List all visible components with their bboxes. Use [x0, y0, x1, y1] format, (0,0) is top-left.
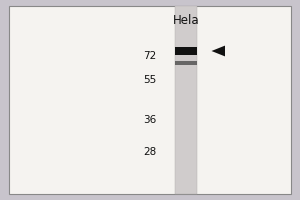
Text: Hela: Hela — [173, 14, 199, 26]
Bar — [175, 47, 197, 55]
Text: 72: 72 — [143, 51, 156, 61]
Text: 36: 36 — [143, 115, 156, 125]
Bar — [175, 61, 197, 65]
Text: 55: 55 — [143, 75, 156, 85]
Polygon shape — [212, 46, 225, 56]
Bar — [175, 6, 197, 194]
Text: 28: 28 — [143, 147, 156, 157]
